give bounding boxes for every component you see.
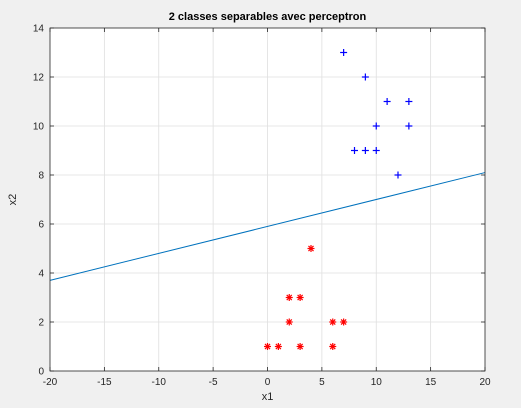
x-tick-label: 15 (425, 377, 437, 388)
asterisk-marker (285, 294, 293, 301)
plus-marker (383, 98, 391, 105)
asterisk-marker (329, 343, 337, 350)
axis-ticks: -20 -15 -10 -5 0 5 10 15 20 0 2 4 6 8 10 12 14 (33, 24, 491, 389)
asterisk-marker (296, 294, 304, 301)
x-tick-label: -15 (97, 377, 112, 388)
x-tick-label: -5 (209, 377, 218, 388)
x-tick-label: -10 (152, 377, 167, 388)
y-axis-label: x2 (7, 194, 19, 206)
x-tick-label: -20 (43, 377, 58, 388)
asterisk-marker (329, 318, 337, 326)
plus-marker (340, 49, 348, 56)
x-tick-label: 10 (371, 377, 383, 388)
asterisk-marker (340, 318, 348, 326)
y-tick-label: 0 (38, 367, 44, 378)
asterisk-marker (274, 343, 282, 350)
y-tick-label: 14 (33, 24, 45, 35)
y-tick-label: 6 (38, 220, 44, 231)
asterisk-marker (264, 343, 271, 350)
y-tick-label: 10 (33, 122, 45, 133)
y-tick-label: 12 (33, 73, 45, 84)
plus-marker (372, 147, 380, 154)
chart-title: 2 classes separables avec perceptron (169, 11, 367, 23)
decision-boundary-line (49, 172, 486, 281)
y-tick-label: 4 (38, 269, 44, 280)
y-tick-label: 8 (38, 171, 44, 182)
grid (50, 28, 485, 371)
x-tick-label: 0 (265, 377, 271, 388)
asterisk-marker (307, 245, 315, 252)
x-axis-label: x1 (262, 391, 274, 403)
plus-marker (351, 147, 358, 154)
data-markers (264, 49, 413, 350)
plus-marker (372, 122, 380, 130)
decision-boundary (49, 172, 486, 281)
asterisk-marker (285, 318, 293, 326)
y-tick-label: 2 (38, 318, 44, 329)
plus-marker (394, 171, 402, 179)
plus-marker (361, 147, 369, 154)
plus-marker (361, 73, 369, 81)
asterisk-marker (296, 343, 304, 350)
x-tick-label: 5 (319, 377, 325, 388)
plus-marker (405, 122, 413, 130)
x-tick-label: 20 (479, 377, 491, 388)
plus-marker (405, 98, 413, 105)
